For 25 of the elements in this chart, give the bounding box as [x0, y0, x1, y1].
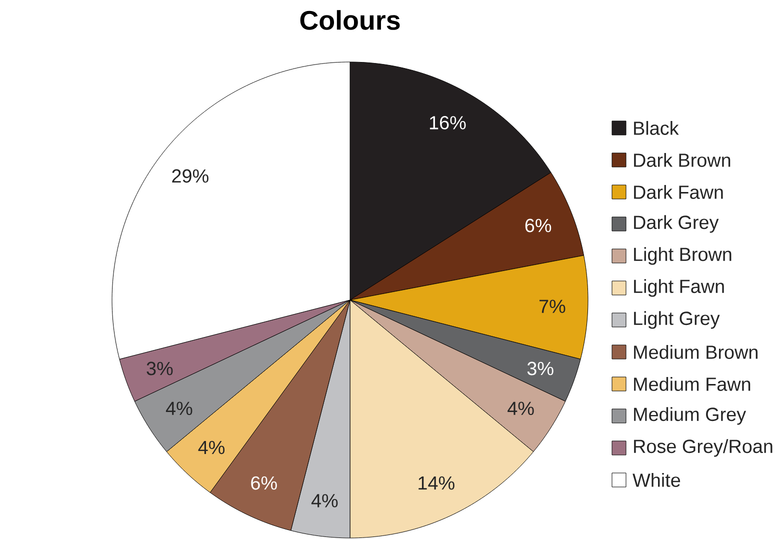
- legend-label: Medium Brown: [634, 345, 758, 359]
- data-label: 16%: [430, 116, 466, 130]
- data-label: 4%: [508, 402, 534, 416]
- chart-title: Colours: [300, 10, 400, 30]
- legend-label: Dark Fawn: [634, 185, 723, 199]
- data-label: 7%: [540, 300, 566, 313]
- legend-label: Rose Grey/Roan: [634, 439, 772, 457]
- legend-label: Light Brown: [634, 247, 732, 265]
- legend-label: Light Fawn: [634, 279, 724, 297]
- data-label: 3%: [527, 362, 554, 376]
- data-label: 6%: [251, 476, 277, 490]
- legend-label: Light Grey: [634, 311, 720, 329]
- data-label: 4%: [311, 494, 338, 508]
- legend-label: White: [632, 473, 680, 487]
- data-label: 14%: [418, 476, 454, 490]
- legend-label: Dark Brown: [634, 153, 730, 167]
- data-label: 6%: [525, 218, 552, 232]
- legend-label: Medium Fawn: [634, 377, 750, 391]
- legend-label: Dark Grey: [634, 215, 719, 233]
- legend-label: Medium Grey: [634, 407, 746, 425]
- data-label: 29%: [172, 169, 208, 183]
- data-label: 4%: [198, 440, 225, 454]
- legend-label: Black: [634, 121, 679, 135]
- data-label: 4%: [166, 402, 192, 416]
- data-label: 3%: [146, 362, 173, 376]
